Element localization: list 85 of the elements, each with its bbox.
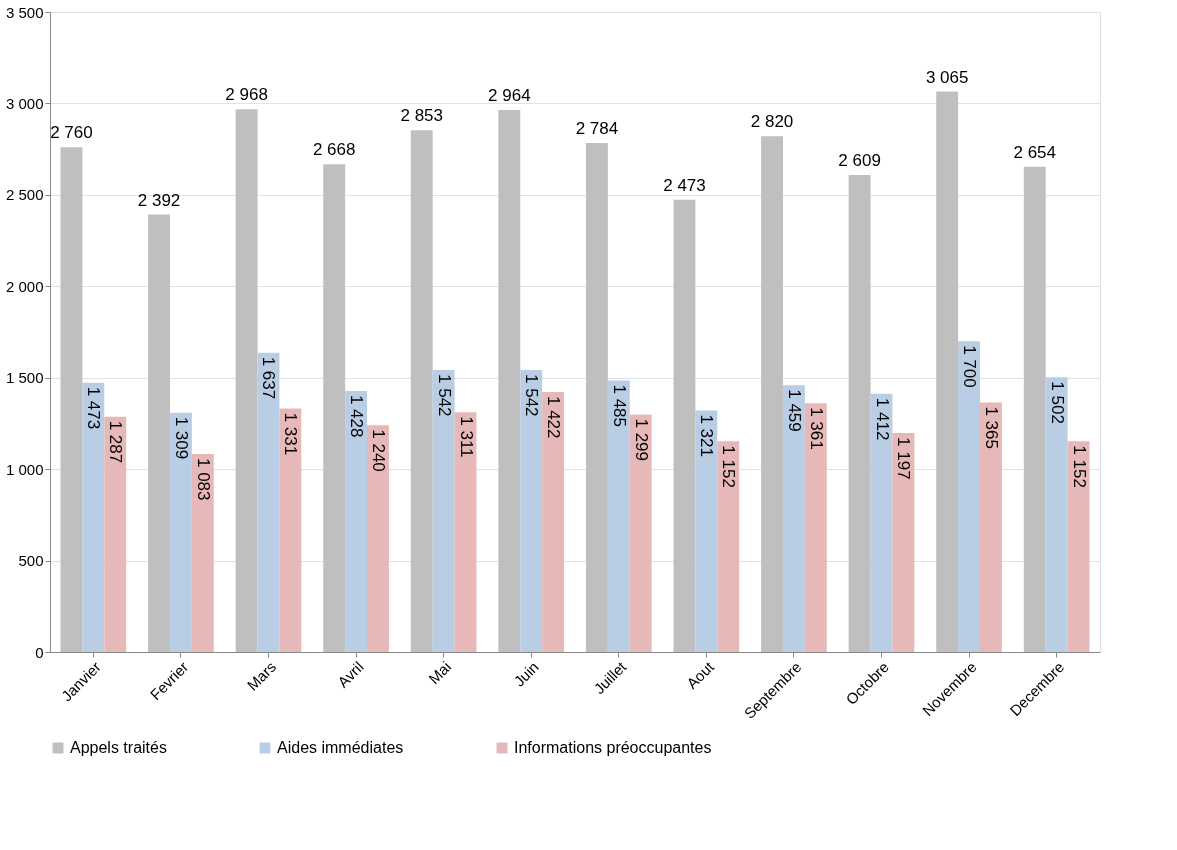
y-tick-label: 2 000 <box>5 277 44 295</box>
y-tick-label: 0 <box>35 643 44 661</box>
bar <box>695 410 718 652</box>
bar <box>410 130 433 652</box>
bar <box>980 402 1002 652</box>
data-label: 1 321 <box>697 414 717 457</box>
data-label: 2 853 <box>400 106 444 126</box>
bar <box>104 416 127 652</box>
data-label: 1 542 <box>522 374 542 417</box>
bar <box>870 393 893 652</box>
bar <box>585 142 608 652</box>
y-tick-label: 500 <box>18 552 44 570</box>
legend-label: Informations préoccupantes <box>514 739 712 756</box>
data-label: 1 083 <box>193 457 213 501</box>
data-label: 1 502 <box>1047 381 1067 424</box>
data-label: 1 240 <box>368 429 388 472</box>
data-label: 3 065 <box>925 67 969 87</box>
bar <box>607 380 630 652</box>
data-label: 1 459 <box>784 389 804 432</box>
bar <box>717 441 740 652</box>
bar <box>958 341 981 652</box>
bar <box>1045 377 1068 652</box>
data-label: 1 473 <box>84 386 104 430</box>
data-label: 1 428 <box>347 394 367 438</box>
data-label: 2 968 <box>225 85 268 105</box>
y-tick-label: 3 000 <box>5 94 44 112</box>
x-tick-label: Juin <box>510 658 542 690</box>
data-label: 1 485 <box>609 384 629 427</box>
bar <box>454 412 477 652</box>
bar <box>804 403 827 652</box>
bar <box>148 214 170 652</box>
y-tick-label: 2 500 <box>5 186 44 204</box>
y-tick-label: 3 500 <box>5 3 44 21</box>
bar <box>629 414 652 652</box>
data-label: 2 964 <box>488 86 531 106</box>
data-label: 2 760 <box>50 123 93 143</box>
data-label: 1 309 <box>171 416 191 460</box>
bar <box>1023 166 1046 652</box>
bar <box>323 164 346 652</box>
data-label: 1 637 <box>259 356 279 400</box>
bar <box>60 147 83 652</box>
data-label: 2 668 <box>312 140 356 160</box>
data-label: 2 654 <box>1013 142 1057 162</box>
data-label: 2 392 <box>137 190 181 210</box>
legend-label: Aides immédiates <box>277 739 404 756</box>
y-tick-label: 1 000 <box>5 460 44 478</box>
bar <box>848 174 871 652</box>
bar <box>782 385 805 652</box>
bar <box>892 433 915 652</box>
bar <box>498 110 521 652</box>
data-label: 1 287 <box>106 420 126 464</box>
bar <box>345 390 368 652</box>
bar <box>761 136 783 652</box>
bar <box>169 412 192 652</box>
bar <box>82 382 105 652</box>
data-label: 1 311 <box>456 416 476 458</box>
bar <box>191 453 214 652</box>
bar <box>257 352 280 652</box>
bar <box>432 370 455 652</box>
legend-label: Appels traités <box>70 739 167 756</box>
data-label: 1 152 <box>1069 445 1089 488</box>
bar <box>279 408 302 652</box>
data-label: 1 412 <box>872 397 892 441</box>
data-label: 1 299 <box>631 418 651 462</box>
bar <box>673 199 696 652</box>
y-tick-label: 1 500 <box>5 369 44 387</box>
x-tick-label: Mai <box>425 658 455 688</box>
data-label: 1 152 <box>719 445 739 488</box>
data-label: 1 422 <box>544 395 564 439</box>
bar <box>235 109 258 652</box>
data-label: 2 784 <box>575 118 619 138</box>
data-label: 2 820 <box>750 112 794 132</box>
data-label: 1 542 <box>434 374 454 417</box>
data-label: 1 700 <box>960 345 980 388</box>
bar <box>542 391 565 652</box>
data-label: 1 365 <box>981 406 1001 449</box>
bar <box>520 370 543 652</box>
data-label: 1 197 <box>894 437 914 480</box>
data-label: 2 473 <box>663 175 706 195</box>
bar <box>1067 441 1090 652</box>
bar <box>936 91 959 652</box>
data-label: 2 609 <box>838 150 881 170</box>
data-label: 1 361 <box>806 407 826 450</box>
data-label: 1 331 <box>281 412 301 456</box>
bar <box>367 425 389 652</box>
